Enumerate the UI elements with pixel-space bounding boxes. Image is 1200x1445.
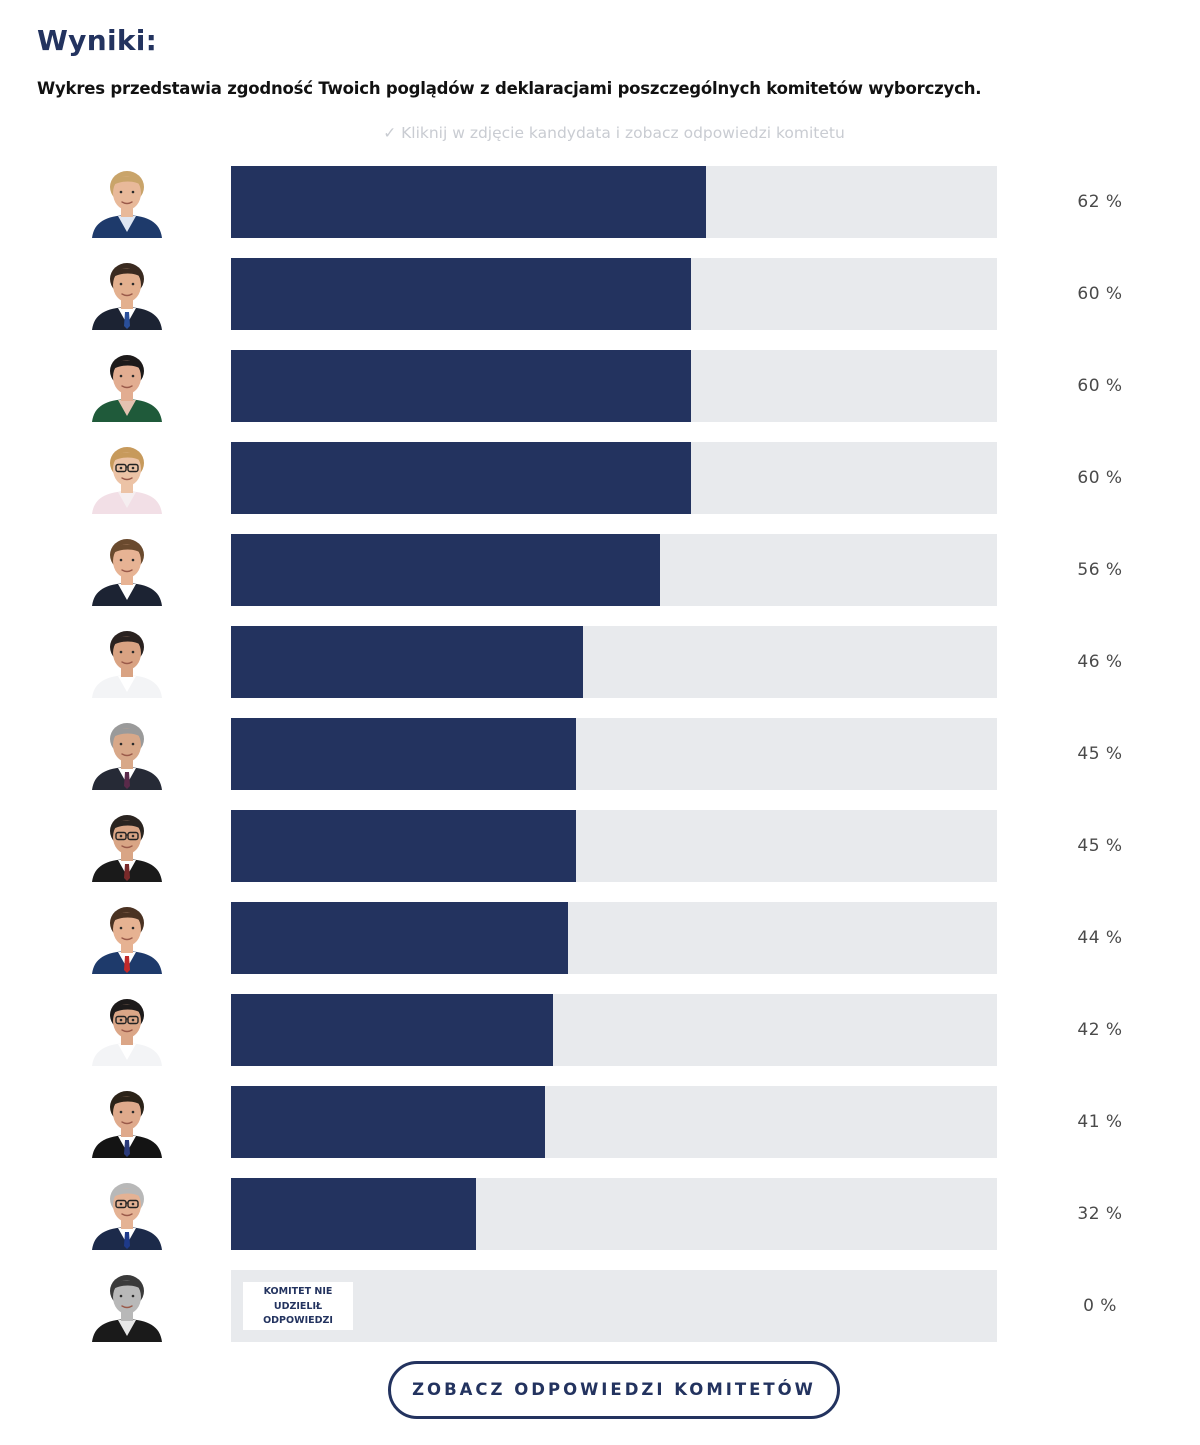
bar-track [231, 810, 997, 882]
candidate-photo[interactable] [90, 1086, 164, 1158]
candidate-photo-icon [92, 1183, 162, 1250]
percent-label: 60 % [1077, 376, 1123, 396]
percent-label: 62 % [1077, 192, 1123, 212]
result-row: 60 % [0, 442, 1200, 514]
candidate-photo-icon [92, 1275, 162, 1342]
candidate-photo[interactable] [90, 626, 164, 698]
percent-label: 0 % [1083, 1296, 1117, 1316]
candidate-photo-icon [92, 907, 162, 974]
candidate-photo[interactable] [90, 258, 164, 330]
result-row: 62 % [0, 166, 1200, 238]
bar-fill [231, 810, 576, 882]
candidate-photo[interactable] [90, 718, 164, 790]
no-answer-line: UDZIELIŁ [273, 1300, 323, 1312]
bar-track [231, 1178, 997, 1250]
bar-fill [231, 626, 583, 698]
percent-label: 44 % [1077, 928, 1123, 948]
result-row: 41 % [0, 1086, 1200, 1158]
result-row: 45 % [0, 810, 1200, 882]
bar-track [231, 902, 997, 974]
bar-track [231, 534, 997, 606]
result-row: 32 % [0, 1178, 1200, 1250]
candidate-photo-icon [92, 815, 162, 882]
candidate-photo-icon [92, 723, 162, 790]
bar-track: KOMITET NIE UDZIELIŁ ODPOWIEDZI [231, 1270, 997, 1342]
candidate-photo[interactable] [90, 810, 164, 882]
candidate-photo-icon [92, 539, 162, 606]
candidate-photo-icon [92, 999, 162, 1066]
bar-fill [231, 258, 691, 330]
page-title: Wyniki: [37, 24, 158, 57]
page-subtitle: Wykres przedstawia zgodność Twoich poglą… [37, 79, 982, 98]
no-answer-line: KOMITET NIE [263, 1286, 333, 1297]
result-row: KOMITET NIE UDZIELIŁ ODPOWIEDZI 0 % [0, 1270, 1200, 1342]
percent-label: 56 % [1077, 560, 1123, 580]
percent-label: 45 % [1077, 836, 1123, 856]
candidate-photo[interactable] [90, 994, 164, 1066]
no-answer-line: ODPOWIEDZI [263, 1315, 333, 1326]
candidate-photo-icon [92, 171, 162, 238]
candidate-photo-icon [92, 447, 162, 514]
candidate-photo[interactable] [90, 350, 164, 422]
bar-track [231, 166, 997, 238]
percent-label: 46 % [1077, 652, 1123, 672]
percent-label: 60 % [1077, 468, 1123, 488]
candidate-photo[interactable] [90, 1178, 164, 1250]
percent-label: 41 % [1077, 1112, 1123, 1132]
bar-track [231, 442, 997, 514]
result-row: 46 % [0, 626, 1200, 698]
percent-label: 60 % [1077, 284, 1123, 304]
bar-track [231, 258, 997, 330]
percent-label: 32 % [1077, 1204, 1123, 1224]
bar-track [231, 350, 997, 422]
bar-track [231, 1086, 997, 1158]
candidate-photo-icon [92, 263, 162, 330]
bar-fill [231, 1178, 476, 1250]
bar-fill [231, 350, 691, 422]
bar-fill [231, 994, 553, 1066]
percent-label: 42 % [1077, 1020, 1123, 1040]
results-chart: 62 % 60 % 60 % 60 % 56 % 46 % 45 % 45 % 44 % 42 %… [0, 166, 1200, 1362]
click-hint: ✓ Kliknij w zdjęcie kandydata i zobacz o… [383, 124, 845, 142]
candidate-photo[interactable] [90, 534, 164, 606]
candidate-photo[interactable] [90, 1270, 164, 1342]
bar-fill [231, 718, 576, 790]
result-row: 44 % [0, 902, 1200, 974]
bar-fill [231, 442, 691, 514]
bar-fill [231, 166, 706, 238]
candidate-photo[interactable] [90, 902, 164, 974]
result-row: 60 % [0, 258, 1200, 330]
candidate-photo-icon [92, 355, 162, 422]
see-committee-answers-button[interactable]: ZOBACZ ODPOWIEDZI KOMITETÓW [388, 1361, 840, 1419]
bar-fill [231, 902, 568, 974]
candidate-photo-icon [92, 631, 162, 698]
bar-track [231, 718, 997, 790]
candidate-photo[interactable] [90, 442, 164, 514]
result-row: 60 % [0, 350, 1200, 422]
bar-track [231, 994, 997, 1066]
result-row: 56 % [0, 534, 1200, 606]
bar-fill [231, 1086, 545, 1158]
result-row: 45 % [0, 718, 1200, 790]
bar-track [231, 626, 997, 698]
no-answer-badge: KOMITET NIE UDZIELIŁ ODPOWIEDZI [243, 1282, 353, 1330]
candidate-photo-icon [92, 1091, 162, 1158]
candidate-photo[interactable] [90, 166, 164, 238]
percent-label: 45 % [1077, 744, 1123, 764]
bar-fill [231, 534, 660, 606]
result-row: 42 % [0, 994, 1200, 1066]
